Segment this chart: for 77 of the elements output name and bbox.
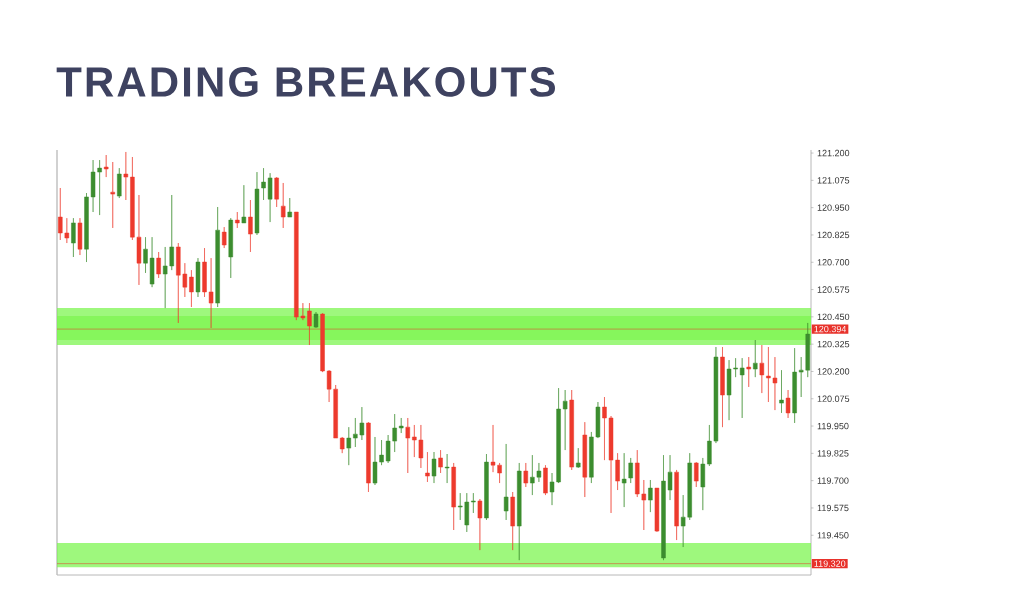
candlestick	[451, 462, 456, 531]
y-tick-label: 120.450	[817, 313, 850, 321]
candlestick	[569, 389, 574, 471]
candlestick	[425, 451, 430, 483]
candlestick	[779, 369, 784, 414]
candlestick	[340, 436, 345, 454]
candlestick	[228, 217, 233, 279]
candlestick	[582, 421, 588, 498]
candlestick	[215, 206, 220, 308]
candlestick	[431, 451, 437, 484]
ref-line-label: 120.394	[814, 325, 847, 333]
candlestick	[753, 339, 758, 378]
candlestick	[254, 171, 260, 236]
candlestick	[235, 211, 240, 229]
y-tick-label: 119.450	[817, 532, 849, 539]
candlestick	[438, 449, 443, 474]
candlestick	[621, 452, 627, 508]
candlestick	[471, 492, 476, 514]
candlestick	[156, 251, 161, 279]
y-tick-label: 120.700	[817, 259, 850, 266]
candlestick	[117, 167, 122, 199]
candlestick	[746, 356, 751, 388]
candlestick	[510, 491, 515, 551]
candlestick	[346, 426, 351, 466]
candlestick	[654, 487, 660, 533]
candlestick	[739, 357, 745, 419]
candlestick	[517, 462, 522, 561]
candlestick	[523, 462, 529, 488]
candlestick	[543, 464, 548, 496]
candlestick	[674, 469, 679, 541]
candlestick	[562, 389, 568, 451]
y-tick-label: 119.950	[817, 422, 849, 430]
y-tick-label: 119.700	[817, 477, 849, 484]
candlestick	[313, 311, 319, 329]
chart-title: TRADING BREAKOUTS	[56, 67, 555, 97]
candlestick	[759, 344, 765, 394]
candlestick	[497, 462, 502, 484]
candlestick	[484, 453, 489, 521]
y-tick-label: 119.575	[817, 504, 849, 512]
y-tick-label: 120.325	[817, 340, 850, 348]
candlestick	[221, 226, 227, 249]
y-tick-label: 119.825	[817, 450, 849, 457]
candlestick	[792, 347, 797, 424]
candlestick	[241, 184, 247, 224]
candlestick	[110, 161, 115, 229]
candlestick	[103, 154, 109, 178]
candlestick	[366, 421, 371, 493]
candlestick	[195, 257, 201, 298]
candlestick	[248, 199, 253, 253]
y-tick-label: 120.950	[817, 204, 850, 211]
candlestick	[77, 217, 83, 256]
candlestick	[274, 176, 279, 208]
candlestick	[576, 447, 581, 469]
y-tick-label: 120.075	[817, 395, 850, 402]
y-tick-label: 120.575	[817, 286, 850, 293]
candlestick	[694, 461, 699, 488]
candlestick	[405, 417, 410, 474]
y-tick-label: 120.825	[817, 231, 850, 239]
candlestick	[287, 197, 292, 218]
ref-line-label: 119.320	[814, 560, 846, 567]
candlestick	[444, 453, 450, 484]
candlestick	[720, 346, 725, 428]
candlestick	[490, 424, 496, 473]
candlestick	[700, 457, 706, 511]
candlestick	[628, 457, 633, 484]
candlestick	[399, 417, 404, 434]
candlestick	[477, 498, 483, 551]
y-tick-label: 121.075	[817, 177, 850, 184]
y-tick-label: 121.200	[817, 149, 850, 157]
candlestick	[280, 182, 286, 229]
candlestick	[785, 389, 791, 419]
candlestick	[648, 479, 653, 513]
candlestick	[503, 443, 509, 521]
candlestick	[71, 217, 76, 258]
candlestick	[189, 269, 194, 308]
y-tick-label: 120.200	[817, 368, 850, 375]
candlestick	[123, 151, 129, 201]
